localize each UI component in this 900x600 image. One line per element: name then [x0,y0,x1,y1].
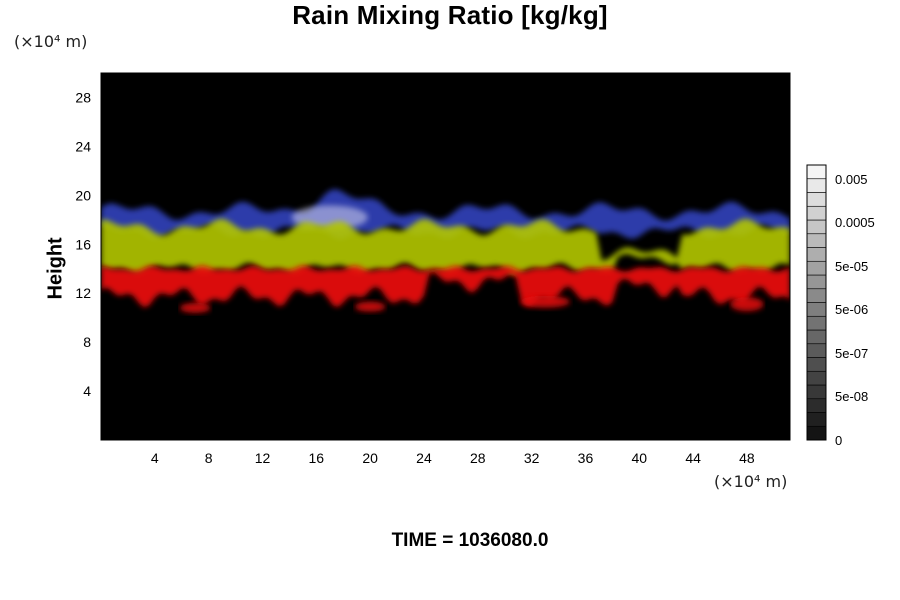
x-tick-label: 32 [524,450,540,466]
x-axis-unit: (×10⁴ m) [714,472,788,491]
colorbar-tick-label: 0 [835,433,842,448]
colorbar-tick-label: 0.0005 [835,215,875,230]
colorbar-level [806,357,827,372]
colorbar-level [806,343,827,358]
x-tick-label: 24 [416,450,432,466]
yellow-layer [101,218,790,275]
colorbar-level [806,425,827,441]
colorbar-level [806,205,827,221]
colorbar-level [806,192,827,207]
colorbar-tick-label: 5e-05 [835,259,868,274]
colorbar-level [806,412,827,427]
y-tick-label: 28 [75,89,91,105]
x-tick-label: 16 [309,450,325,466]
colorbar: 0.005 0.0005 5e-05 5e-06 5e-07 5e-08 0 [806,164,875,448]
colorbar-level [806,247,827,262]
x-tick-label: 28 [470,450,486,466]
y-axis-unit: (×10⁴ m) [14,32,88,51]
colorbar-tick-label: 5e-07 [835,346,868,361]
colorbar-level [806,219,827,235]
x-tick-label: 48 [739,450,755,466]
colorbar-level [806,370,827,386]
x-tick-label: 36 [578,450,594,466]
x-tick-label: 12 [255,450,271,466]
colorbar-tick-label: 5e-06 [835,302,868,317]
y-tick-label: 8 [83,334,91,350]
colorbar-level [806,288,827,303]
x-tick-label: 4 [151,450,159,466]
y-tick-label: 16 [75,236,91,252]
colorbar-level [806,260,827,276]
colorbar-level [806,164,827,180]
x-tick-label: 20 [362,450,378,466]
x-tick-label: 40 [631,450,647,466]
colorbar-level [806,274,827,290]
colorbar-level [806,233,827,248]
colorbar-level [806,398,827,413]
y-tick-label: 20 [75,187,91,203]
colorbar-frame [806,164,827,441]
colorbar-level [806,315,827,331]
time-label: TIME = 1036080.0 [391,530,549,551]
y-tick-label: 4 [83,383,91,399]
colorbar-level [806,302,827,317]
field-layers [101,189,790,313]
colorbar-level [806,384,827,400]
colorbar-level [806,329,827,345]
x-tick-label: 8 [205,450,213,466]
colorbar-tick-label: 0.005 [835,172,868,187]
red-patch [354,301,386,312]
red-patch [730,297,764,312]
red-patch [520,295,571,308]
chart-title: Rain Mixing Ratio [kg/kg] [292,0,608,30]
colorbar-level [806,178,827,193]
plot-frame [100,72,791,441]
x-tick-label: 44 [685,450,701,466]
red-patch [179,302,211,313]
red-layer [101,265,790,308]
y-tick-label: 24 [75,138,91,154]
blue-layer [101,189,790,240]
y-tick-label: 12 [75,285,91,301]
colorbar-tick-label: 5e-08 [835,389,868,404]
